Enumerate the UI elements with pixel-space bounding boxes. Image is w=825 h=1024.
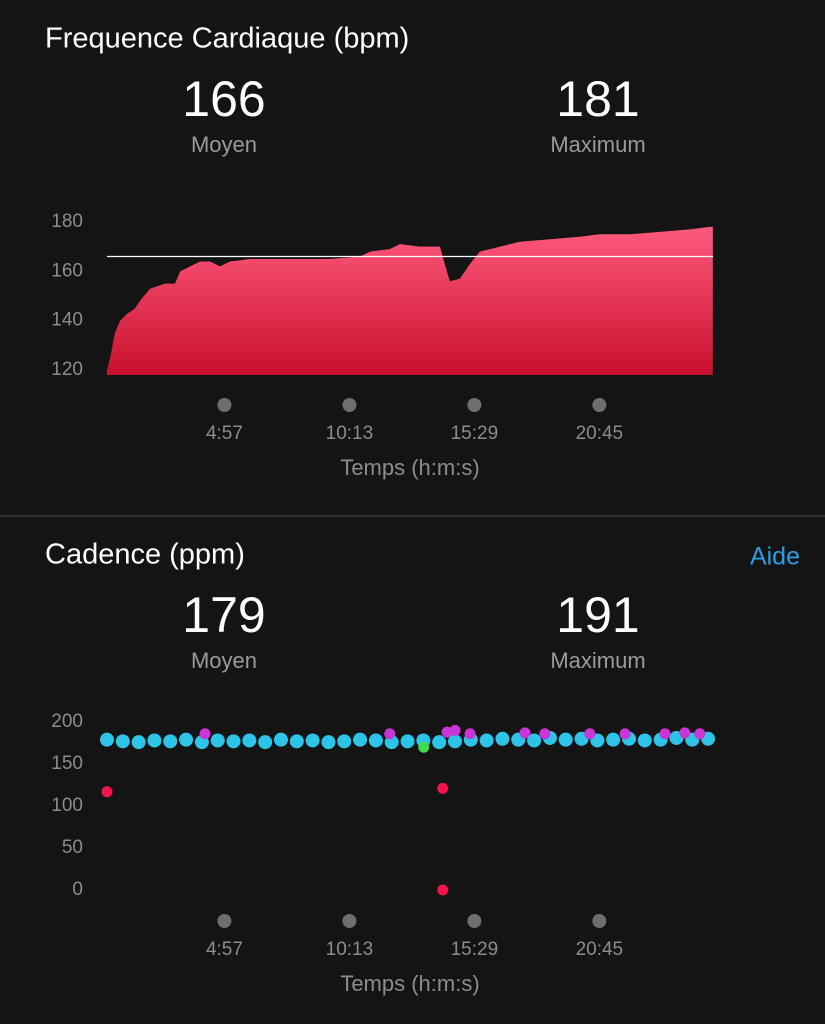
cadence-point bbox=[115, 734, 130, 749]
x-tick-dot bbox=[217, 914, 232, 928]
cadence-point bbox=[226, 734, 241, 749]
cadence-point bbox=[242, 733, 257, 748]
cadence-point bbox=[584, 728, 596, 740]
help-link[interactable]: Aide bbox=[750, 543, 800, 571]
cadence-point bbox=[131, 735, 146, 750]
x-axis-title: Temps (h:m:s) bbox=[340, 455, 479, 480]
cadence-point bbox=[432, 735, 447, 750]
x-tick-label: 10:13 bbox=[326, 939, 374, 960]
cadence-point bbox=[101, 786, 113, 798]
x-tick-label: 4:57 bbox=[206, 423, 243, 444]
panel-title: Cadence (ppm) bbox=[45, 539, 245, 571]
stat-value: 179 bbox=[182, 587, 265, 643]
cadence-point bbox=[679, 727, 691, 739]
cadence-point bbox=[210, 733, 225, 748]
stat-value: 181 bbox=[556, 71, 639, 127]
stat-value: 166 bbox=[182, 71, 265, 127]
cadence-point bbox=[437, 884, 449, 896]
y-tick-label: 200 bbox=[51, 711, 83, 732]
x-tick-label: 15:29 bbox=[451, 423, 499, 444]
x-tick-dot bbox=[592, 398, 607, 412]
cadence-point bbox=[437, 782, 449, 794]
x-tick-label: 15:29 bbox=[451, 939, 499, 960]
cadence-point bbox=[384, 728, 396, 740]
x-tick-dot bbox=[217, 398, 232, 412]
cadence-point bbox=[495, 731, 510, 746]
cadence-point bbox=[464, 728, 476, 740]
cadence-point bbox=[418, 741, 430, 753]
x-tick-label: 20:45 bbox=[576, 423, 624, 444]
heart-rate-area bbox=[107, 226, 713, 375]
cadence-point bbox=[606, 732, 621, 747]
cadence-point bbox=[289, 734, 304, 749]
stat-label: Maximum bbox=[550, 132, 645, 157]
y-tick-label: 180 bbox=[51, 211, 83, 232]
x-tick-dot bbox=[467, 398, 482, 412]
x-tick-label: 20:45 bbox=[576, 939, 624, 960]
y-tick-label: 50 bbox=[62, 837, 83, 858]
cadence-point bbox=[353, 732, 368, 747]
cadence-point bbox=[305, 733, 320, 748]
x-tick-label: 4:57 bbox=[206, 939, 243, 960]
stat-label: Maximum bbox=[550, 648, 645, 673]
cadence-point bbox=[694, 728, 706, 740]
cadence-point bbox=[321, 735, 336, 750]
cadence-point bbox=[199, 728, 211, 740]
cadence-point bbox=[539, 728, 551, 740]
cadence-point bbox=[368, 733, 383, 748]
y-tick-label: 140 bbox=[51, 310, 83, 331]
cadence-point bbox=[400, 734, 415, 749]
cadence-point bbox=[337, 734, 352, 749]
x-tick-label: 10:13 bbox=[326, 423, 374, 444]
cadence-point bbox=[448, 734, 462, 749]
x-tick-dot bbox=[592, 914, 607, 928]
y-tick-label: 0 bbox=[72, 879, 83, 900]
cadence-point bbox=[479, 733, 494, 748]
stat-label: Moyen bbox=[191, 648, 257, 673]
cadence-point bbox=[449, 724, 461, 736]
x-tick-dot bbox=[342, 398, 357, 412]
stat-value: 191 bbox=[556, 587, 639, 643]
cadence-point bbox=[179, 732, 194, 747]
cadence-point bbox=[659, 728, 671, 740]
panel-title: Frequence Cardiaque (bpm) bbox=[45, 23, 409, 55]
cadence-point bbox=[274, 732, 288, 747]
y-tick-label: 150 bbox=[51, 753, 83, 774]
stat-label: Moyen bbox=[191, 132, 257, 157]
cadence-point bbox=[258, 735, 273, 750]
cadence-point bbox=[619, 728, 631, 740]
cadence-point bbox=[637, 733, 652, 748]
cadence-point bbox=[163, 734, 178, 749]
y-tick-label: 100 bbox=[51, 795, 83, 816]
y-tick-label: 120 bbox=[51, 359, 83, 380]
x-tick-dot bbox=[467, 914, 482, 928]
cadence-point bbox=[527, 733, 542, 748]
cadence-point bbox=[147, 733, 162, 748]
cadence-point bbox=[100, 732, 114, 747]
x-tick-dot bbox=[342, 914, 357, 928]
cadence-point bbox=[519, 727, 531, 739]
x-axis-title: Temps (h:m:s) bbox=[340, 971, 479, 996]
y-tick-label: 160 bbox=[51, 260, 83, 281]
cadence-point bbox=[558, 732, 573, 747]
